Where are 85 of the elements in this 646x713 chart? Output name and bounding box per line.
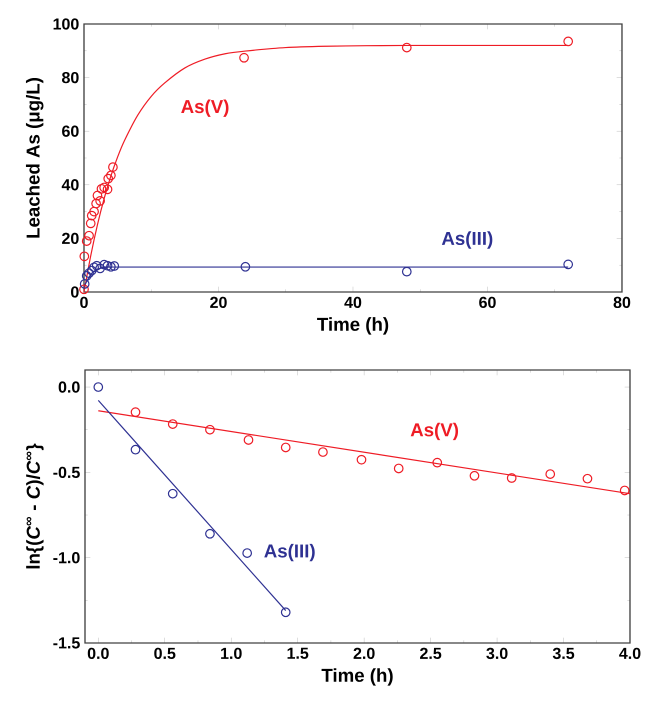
- point: [87, 210, 97, 220]
- point: [168, 419, 178, 429]
- point: [102, 260, 113, 271]
- x-tick-label: 0.5: [154, 648, 176, 660]
- point: [130, 407, 141, 418]
- x-tick-label: 60: [479, 296, 496, 308]
- point: [318, 447, 328, 457]
- point: [100, 182, 110, 192]
- x-tick-label: 1.5: [288, 648, 309, 659]
- point: [100, 260, 110, 270]
- x-tick-label: 40: [344, 296, 362, 308]
- point: [620, 486, 630, 496]
- point: [108, 162, 118, 172]
- point: [239, 52, 250, 63]
- y-tick-label: -1.0: [54, 552, 80, 564]
- point: [281, 442, 291, 452]
- x-tick-label: 4.0: [619, 648, 641, 660]
- point: [94, 382, 104, 392]
- point: [82, 236, 92, 246]
- point: [96, 184, 107, 194]
- point: [84, 268, 94, 278]
- x-tick-label: 80: [614, 296, 630, 308]
- x-tick-label: 1.0: [221, 648, 242, 660]
- x-tick-label: 2.5: [420, 648, 442, 660]
- y-axis-title: Leached As (μg/L): [26, 78, 44, 238]
- y-tick-label: -0.5: [54, 466, 80, 478]
- point: [80, 279, 90, 289]
- y-tick-label: 100: [54, 18, 79, 30]
- point: [402, 42, 412, 52]
- point: [104, 174, 114, 184]
- point: [82, 271, 92, 281]
- x-axis-title: Time (h): [317, 317, 388, 335]
- point: [402, 266, 412, 276]
- series-label: As(V): [410, 422, 458, 440]
- point: [95, 196, 106, 206]
- x-axis-title: Time (h): [322, 668, 393, 686]
- point: [106, 170, 116, 180]
- text: As(V): [181, 99, 229, 117]
- point: [89, 262, 100, 272]
- x-tick-label: 20: [210, 296, 227, 308]
- x-tick-label: 3.0: [486, 648, 508, 660]
- point: [432, 458, 442, 468]
- point: [110, 261, 120, 271]
- point: [87, 266, 97, 276]
- point: [95, 264, 106, 274]
- point: [79, 284, 90, 294]
- point: [91, 198, 102, 208]
- text: ln{(C$^{∞}$ - C)/C$^{∞}$}: [26, 444, 44, 568]
- point: [244, 435, 254, 445]
- y-tick-label: 0: [71, 286, 79, 298]
- point: [356, 454, 367, 465]
- point: [546, 469, 556, 479]
- point: [205, 424, 216, 435]
- point: [102, 184, 113, 194]
- point: [92, 190, 103, 200]
- point: [242, 548, 252, 558]
- text: As(III): [442, 231, 493, 249]
- point: [84, 230, 94, 241]
- point: [394, 464, 404, 474]
- y-tick-label: 80: [62, 72, 79, 84]
- x-tick-label: 3.5: [553, 648, 574, 660]
- x-tick-label: 0: [80, 296, 88, 308]
- point: [564, 36, 574, 46]
- point: [470, 470, 480, 481]
- series-label: As(III): [264, 544, 315, 562]
- y-tick-label: 60: [62, 126, 79, 137]
- point: [89, 206, 100, 216]
- point: [80, 251, 90, 262]
- x-tick-label: 2.0: [354, 648, 375, 660]
- point: [240, 262, 250, 272]
- y-tick-label: 40: [62, 179, 79, 190]
- point: [92, 260, 102, 271]
- y-tick-label: 20: [62, 232, 79, 244]
- point: [106, 262, 116, 272]
- point: [86, 218, 96, 228]
- point: [507, 473, 517, 483]
- point: [564, 260, 574, 270]
- point: [281, 607, 291, 618]
- point: [168, 488, 178, 499]
- x-tick-label: 0.0: [88, 648, 109, 660]
- y-tick-label: -1.5: [54, 637, 80, 649]
- point: [582, 474, 593, 484]
- point: [205, 528, 216, 539]
- y-tick-label: 0.0: [58, 381, 80, 393]
- point: [130, 444, 141, 455]
